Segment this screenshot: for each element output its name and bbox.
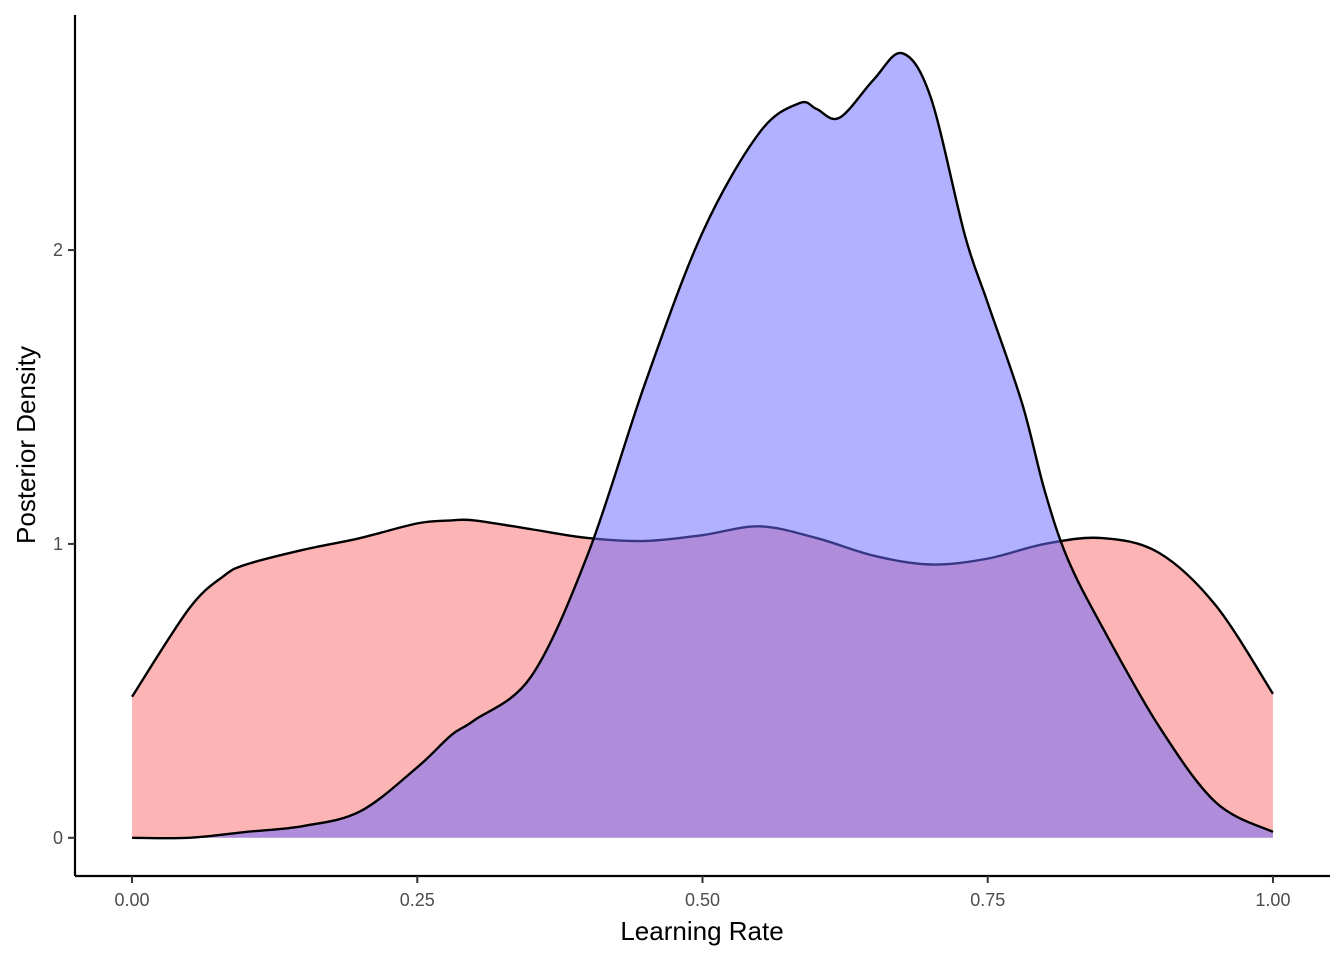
x-axis-ticks: 0.00 0.25 0.50 0.75 1.00 (115, 876, 1290, 910)
x-tick-label: 1.00 (1255, 890, 1290, 910)
x-tick-label: 0.75 (970, 890, 1005, 910)
density-line-posterior (132, 51, 1274, 840)
y-tick-label: 1 (53, 534, 63, 554)
y-tick-label: 0 (53, 828, 63, 848)
y-tick-label: 2 (53, 240, 63, 260)
x-tick-label: 0.00 (115, 890, 150, 910)
x-tick-label: 0.50 (685, 890, 720, 910)
y-axis-ticks: 0 1 2 (53, 240, 75, 848)
density-areas (131, 51, 1274, 840)
density-fill-posterior (132, 52, 1273, 839)
y-axis-title: Posterior Density (11, 346, 41, 544)
x-tick-label: 0.25 (400, 890, 435, 910)
x-axis-title: Learning Rate (620, 916, 783, 946)
